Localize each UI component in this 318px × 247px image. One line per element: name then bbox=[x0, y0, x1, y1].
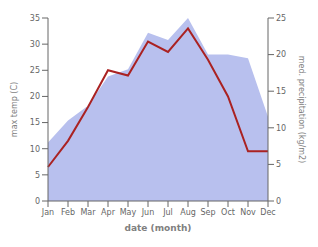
svg-text:Oct: Oct bbox=[221, 208, 235, 217]
svg-text:25: 25 bbox=[30, 66, 40, 75]
svg-text:20: 20 bbox=[276, 50, 286, 59]
svg-text:5: 5 bbox=[35, 171, 40, 180]
svg-text:med. precipitation (kg/m2): med. precipitation (kg/m2) bbox=[297, 56, 306, 163]
svg-text:Aug: Aug bbox=[180, 208, 196, 217]
svg-text:Sep: Sep bbox=[200, 208, 215, 217]
svg-text:max temp (C): max temp (C) bbox=[10, 82, 19, 137]
svg-text:Apr: Apr bbox=[101, 208, 116, 217]
svg-text:10: 10 bbox=[30, 145, 40, 154]
svg-text:15: 15 bbox=[276, 87, 286, 96]
svg-text:Dec: Dec bbox=[260, 208, 275, 217]
svg-text:May: May bbox=[120, 208, 137, 217]
svg-text:25: 25 bbox=[276, 14, 286, 23]
svg-text:Jan: Jan bbox=[41, 208, 54, 217]
svg-text:date (month): date (month) bbox=[125, 223, 192, 233]
svg-text:Nov: Nov bbox=[240, 208, 256, 217]
svg-text:0: 0 bbox=[276, 197, 281, 206]
svg-text:0: 0 bbox=[35, 197, 40, 206]
svg-text:Mar: Mar bbox=[80, 208, 96, 217]
svg-text:30: 30 bbox=[30, 40, 40, 49]
svg-text:10: 10 bbox=[276, 124, 286, 133]
svg-text:20: 20 bbox=[30, 92, 40, 101]
svg-text:35: 35 bbox=[30, 14, 40, 23]
svg-text:15: 15 bbox=[30, 118, 40, 127]
svg-text:Jul: Jul bbox=[162, 208, 173, 217]
svg-text:5: 5 bbox=[276, 160, 281, 169]
svg-text:Feb: Feb bbox=[61, 208, 75, 217]
svg-text:Jun: Jun bbox=[141, 208, 155, 217]
